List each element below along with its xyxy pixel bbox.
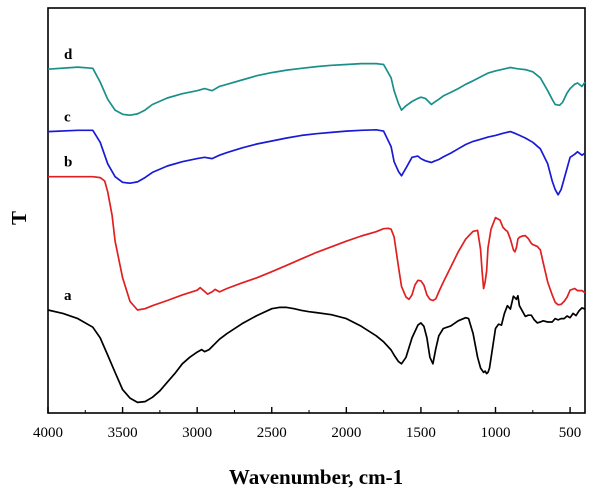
series-line-a: [47, 294, 586, 404]
series-label-b: b: [64, 155, 72, 171]
x-tick-label: 1000: [481, 425, 511, 441]
series-labels: d c b a: [64, 47, 73, 304]
x-tick-label: 3000: [182, 425, 212, 441]
series-line-c: [47, 128, 586, 196]
plot-frame: [47, 7, 586, 414]
y-axis-title: T: [7, 211, 31, 225]
x-tick-label: 4000: [33, 425, 63, 441]
x-tick-label: 1500: [406, 425, 436, 441]
x-tick-label: 500: [559, 425, 582, 441]
x-tick-label: 2500: [257, 425, 287, 441]
series-line-d: [47, 62, 586, 117]
series-line-b: [48, 175, 586, 311]
series-layer: [47, 62, 586, 404]
x-axis-ticks: 4000 3500 3000 2500 2000 1500 1000 500: [33, 407, 581, 441]
series-label-a: a: [64, 288, 72, 304]
x-axis-title: Wavenumber, cm-1: [229, 465, 403, 489]
series-label-d: d: [64, 47, 73, 63]
x-tick-label: 2000: [331, 425, 361, 441]
x-tick-label: 3500: [108, 425, 138, 441]
series-label-c: c: [64, 110, 71, 126]
